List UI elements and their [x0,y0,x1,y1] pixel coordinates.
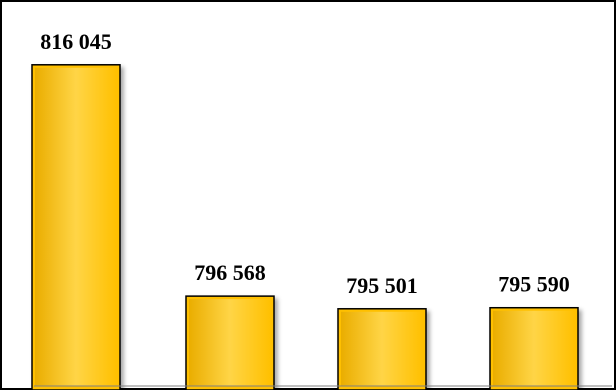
data-label-1: 816 045 [40,29,112,54]
data-label-2: 796 568 [194,260,266,285]
bar-4-sheen [493,310,575,386]
bar-1-sheen [35,67,117,387]
bar-3-sheen [341,311,423,386]
data-labels-layer: 816 045 796 568 795 501 795 590 [40,29,570,298]
bars-layer [31,64,579,390]
data-label-3: 795 501 [346,273,418,298]
data-label-4: 795 590 [498,272,570,297]
bar-2-sheen [189,299,271,386]
